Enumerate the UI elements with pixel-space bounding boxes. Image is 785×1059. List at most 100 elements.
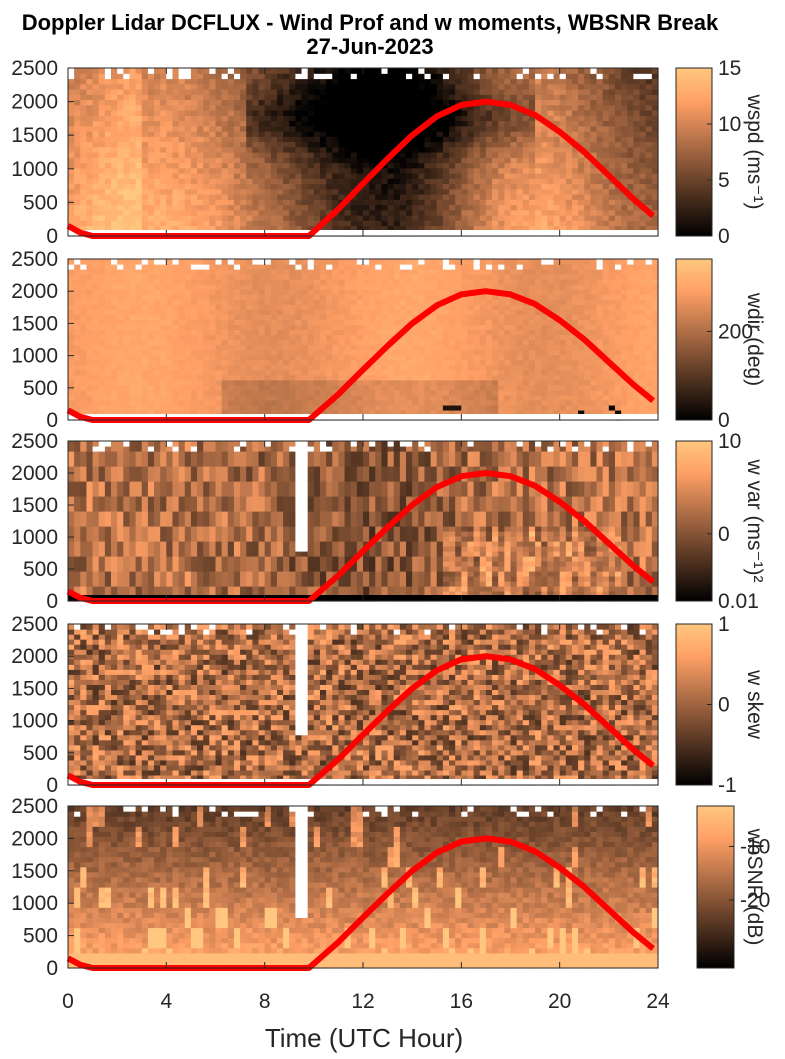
- heatmap-cell: [123, 349, 131, 356]
- heatmap-cell: [129, 110, 137, 116]
- heatmap-cell: [276, 83, 284, 90]
- heatmap-cell: [553, 83, 561, 90]
- heatmap-cell: [98, 125, 106, 132]
- heatmap-cell: [68, 204, 75, 211]
- heatmap-cell: [559, 99, 567, 106]
- heatmap-cell: [565, 120, 573, 127]
- heatmap-cell: [387, 274, 395, 280]
- heatmap-cell: [233, 131, 241, 137]
- heatmap-cell: [276, 110, 284, 116]
- heatmap-cell: [406, 104, 413, 111]
- heatmap-cell: [424, 68, 432, 74]
- heatmap-cell: [117, 125, 124, 132]
- heatmap-cell: [467, 220, 475, 227]
- heatmap-cell: [393, 220, 401, 227]
- heatmap-cell: [197, 299, 204, 305]
- heatmap-cell: [252, 284, 260, 290]
- heatmap-cell: [547, 167, 555, 174]
- heatmap-cell: [645, 188, 653, 195]
- heatmap-cell: [147, 167, 155, 174]
- heatmap-cell: [541, 94, 548, 101]
- heatmap-cell: [135, 344, 143, 351]
- heatmap-cell: [350, 99, 358, 106]
- heatmap-cell: [270, 152, 278, 158]
- heatmap-cell: [369, 89, 376, 95]
- heatmap-cell: [289, 359, 296, 366]
- heatmap-cell: [369, 225, 376, 232]
- heatmap-cell: [406, 204, 413, 211]
- heatmap-cell: [86, 152, 94, 158]
- heatmap-cell: [283, 162, 290, 169]
- heatmap-cell: [147, 314, 155, 320]
- heatmap-cell: [221, 314, 229, 320]
- heatmap-cell: [363, 73, 370, 80]
- heatmap-cell: [326, 329, 333, 336]
- heatmap-cell: [608, 199, 616, 206]
- heatmap-cell: [154, 354, 161, 361]
- heatmap-cell: [166, 89, 174, 95]
- heatmap-cell: [190, 269, 198, 275]
- heatmap-cell: [651, 225, 659, 232]
- heatmap-cell: [590, 152, 598, 158]
- heatmap-cell: [74, 334, 81, 341]
- heatmap-cell: [111, 209, 118, 216]
- heatmap-cell: [264, 259, 272, 265]
- heatmap-cell: [246, 152, 253, 158]
- heatmap-cell: [104, 152, 112, 158]
- heatmap-cell: [104, 314, 112, 320]
- heatmap-cell: [369, 78, 376, 85]
- heatmap-cell: [313, 78, 321, 85]
- heatmap-cell: [221, 115, 229, 122]
- heatmap-cell: [197, 209, 204, 216]
- heatmap-cell: [449, 115, 456, 122]
- heatmap-cell: [387, 99, 395, 106]
- heatmap-cell: [240, 379, 247, 386]
- heatmap-cell: [264, 404, 272, 411]
- heatmap-cell: [424, 167, 432, 174]
- heatmap-cell: [356, 73, 364, 80]
- heatmap-cell: [270, 115, 278, 122]
- heatmap-cell: [258, 68, 266, 74]
- heatmap-cell: [399, 152, 407, 158]
- heatmap-cell: [350, 89, 358, 95]
- heatmap-cell: [190, 204, 198, 211]
- heatmap-cell: [522, 89, 530, 95]
- heatmap-cell: [375, 284, 383, 290]
- heatmap-cell: [639, 173, 647, 179]
- heatmap-cell: [639, 157, 647, 164]
- heatmap-cell: [184, 324, 192, 331]
- heatmap-cell: [461, 89, 469, 95]
- heatmap-cell: [221, 183, 229, 190]
- heatmap-cell: [141, 68, 149, 74]
- heatmap-cell: [123, 364, 131, 371]
- heatmap-cell: [221, 110, 229, 116]
- heatmap-cell: [535, 157, 542, 164]
- heatmap-cell: [184, 374, 192, 381]
- heatmap-cell: [111, 188, 118, 195]
- heatmap-cell: [240, 274, 247, 280]
- heatmap-cell: [166, 404, 174, 411]
- heatmap-cell: [233, 141, 241, 148]
- heatmap-cell: [240, 319, 247, 326]
- heatmap-cell: [111, 374, 118, 381]
- heatmap-cell: [295, 339, 303, 346]
- heatmap-cell: [111, 78, 118, 85]
- heatmap-cell: [289, 68, 296, 74]
- heatmap-cell: [313, 324, 321, 331]
- heatmap-cell: [516, 115, 524, 122]
- heatmap-cell: [184, 110, 192, 116]
- heatmap-cell: [276, 334, 284, 341]
- heatmap-cell: [197, 120, 204, 127]
- heatmap-cell: [313, 204, 321, 211]
- heatmap-cell: [350, 141, 358, 148]
- heatmap-cell: [295, 68, 303, 74]
- heatmap-cell: [307, 294, 315, 300]
- heatmap-cell: [399, 314, 407, 320]
- heatmap-cell: [258, 220, 266, 227]
- heatmap-cell: [166, 329, 174, 336]
- heatmap-cell: [129, 399, 137, 406]
- heatmap-cell: [412, 369, 419, 376]
- heatmap-cell: [436, 157, 444, 164]
- heatmap-cell: [117, 359, 124, 366]
- heatmap-cell: [381, 324, 389, 331]
